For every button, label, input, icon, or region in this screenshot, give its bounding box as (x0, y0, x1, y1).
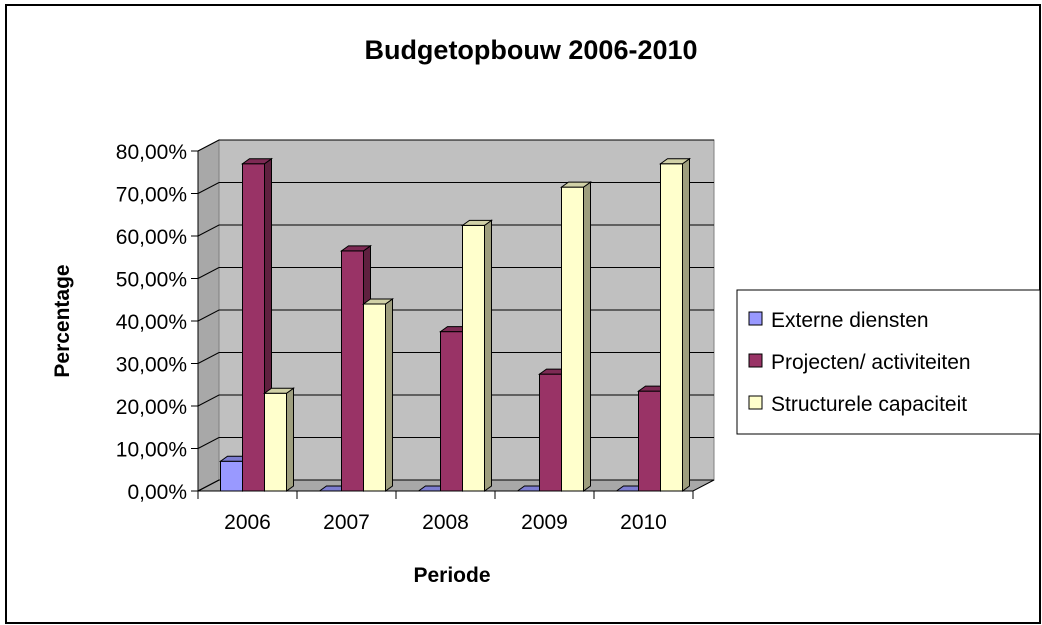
bar (658, 157, 692, 492)
y-axis-title: Percentage (51, 264, 74, 377)
gridline (197, 139, 714, 152)
bar-front (660, 163, 683, 492)
gridline (197, 182, 714, 194)
bar-side (583, 181, 591, 492)
bar-front (539, 373, 562, 492)
y-tick-label: 50,00% (116, 269, 187, 292)
y-tick-label: 30,00% (116, 354, 187, 377)
x-tick-label: 2007 (323, 511, 370, 534)
bar (559, 181, 593, 492)
bar-top (460, 219, 494, 226)
bar-front (341, 250, 364, 492)
legend-label: Externe diensten (771, 309, 929, 332)
bar (262, 387, 296, 492)
bar-front (440, 331, 463, 492)
y-tick-label: 10,00% (116, 439, 187, 462)
gridline (197, 309, 714, 322)
bar-top (559, 181, 593, 188)
bar-side (682, 157, 690, 492)
bar-side (484, 219, 492, 492)
y-tick-label: 80,00% (116, 141, 187, 164)
y-tick-label: 40,00% (116, 311, 187, 334)
gridline (197, 352, 714, 364)
legend-swatch (748, 395, 763, 410)
x-tick-label: 2009 (521, 511, 568, 534)
x-tick-label: 2006 (224, 511, 271, 534)
y-tick-label: 20,00% (116, 396, 187, 419)
x-axis-title: Periode (413, 564, 490, 587)
bar-front (462, 224, 485, 492)
bar-front (220, 460, 243, 492)
y-tick-label: 70,00% (116, 184, 187, 207)
bar-side (286, 387, 294, 492)
bar-top (240, 158, 274, 165)
gridline (197, 224, 714, 237)
x-tick-label: 2010 (620, 511, 667, 534)
bars (218, 157, 692, 492)
y-tick-label: 60,00% (116, 226, 187, 249)
x-tick-label: 2008 (422, 511, 469, 534)
bar-top (262, 387, 296, 394)
bar-front (561, 186, 584, 492)
bar (460, 219, 494, 492)
legend-swatch (748, 311, 763, 326)
legend-label: Structurele capaciteit (771, 393, 967, 416)
bar-top (658, 158, 692, 165)
bar-front (638, 390, 661, 492)
chart-title: Budgetopbouw 2006-2010 (364, 35, 697, 65)
bar-front (242, 163, 265, 492)
bar-front (264, 392, 287, 492)
x-axis-ticks: 2006 2007 2008 2009 2010 (197, 490, 694, 534)
bar-front (363, 303, 386, 492)
legend-box (736, 289, 1041, 435)
legend-swatch (748, 353, 763, 368)
gridline (197, 267, 714, 279)
legend: Externe diensten Projecten/ activiteiten S… (736, 289, 1041, 435)
bar-top (339, 245, 373, 252)
legend-label: Projecten/ activiteiten (771, 351, 971, 374)
bar (361, 298, 395, 492)
y-axis-ticks: 0,00% 10,00% 20,00% 30,00% 40,00% 50,00% 60,00… (116, 141, 199, 504)
y-tick-label: 0,00% (127, 481, 187, 504)
bar-top (361, 298, 395, 305)
bar-side (385, 298, 393, 492)
